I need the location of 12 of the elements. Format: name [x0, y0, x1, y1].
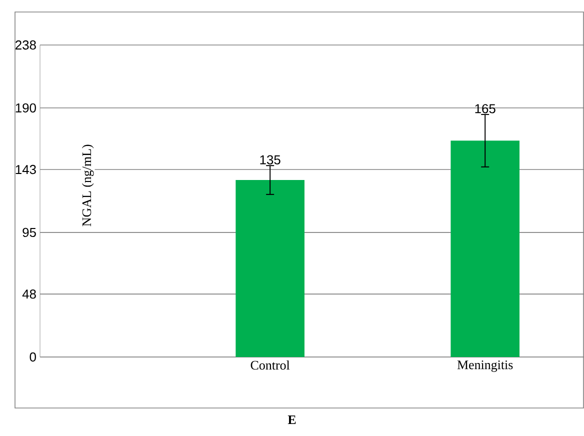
- x-tick-label: Meningitis: [457, 360, 513, 372]
- y-tick-label: 143: [16, 164, 36, 174]
- y-tick-label: 190: [16, 103, 36, 112]
- y-tick-label: 0: [30, 352, 36, 362]
- data-label: 135: [260, 155, 280, 164]
- data-label: 165: [475, 104, 496, 114]
- y-tick-label: 48: [22, 289, 36, 299]
- text: E: [288, 416, 296, 424]
- x-tick-label: Control: [250, 360, 290, 370]
- y-tick-label: 238: [16, 40, 36, 50]
- y-tick-label: 95: [22, 228, 36, 238]
- y-axis-title: NGAL (ng/mL): [82, 144, 94, 226]
